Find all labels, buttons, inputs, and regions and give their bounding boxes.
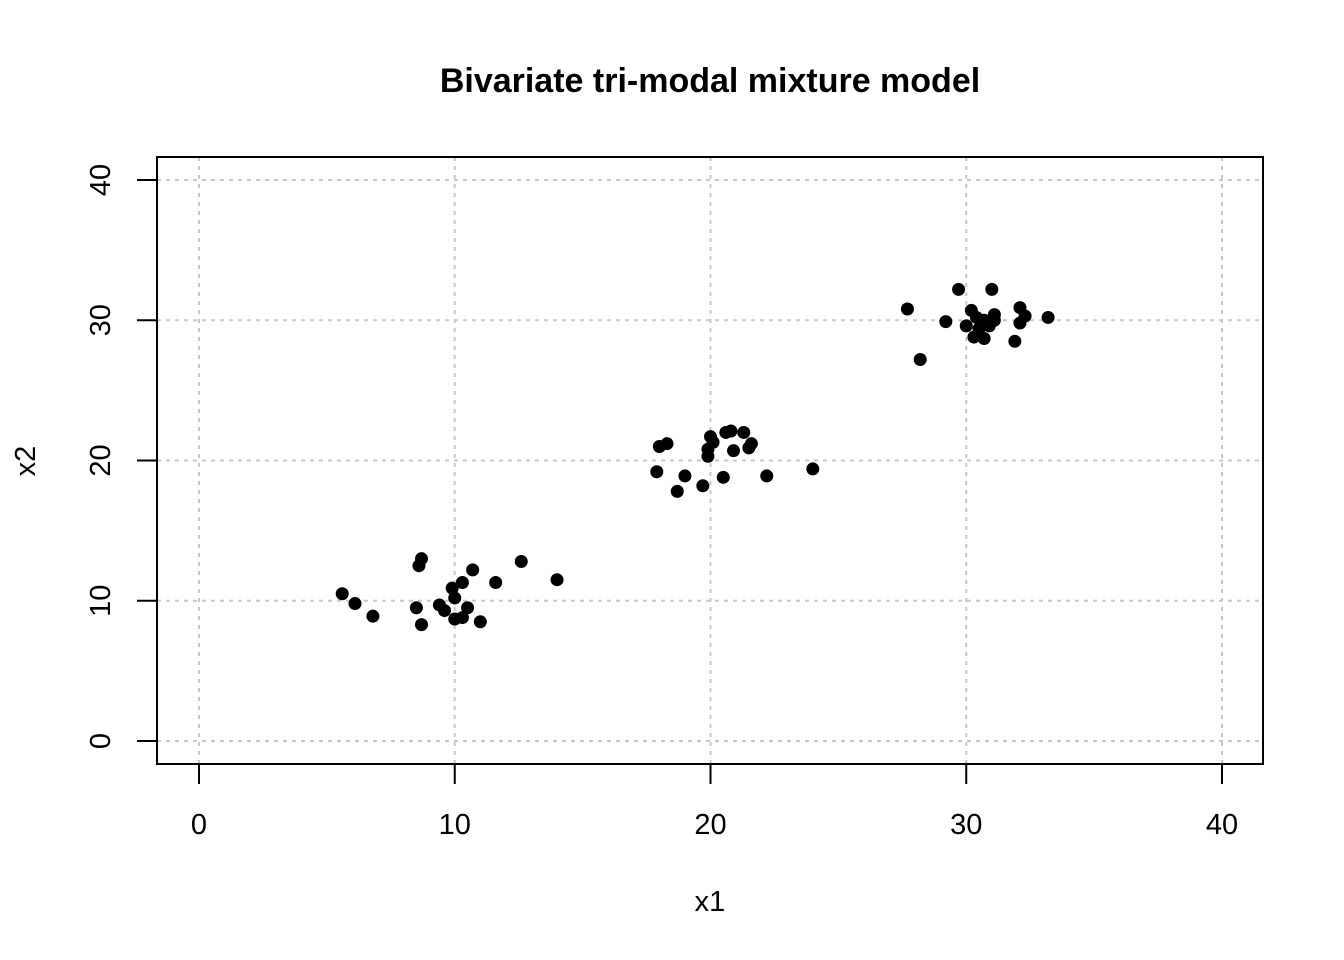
data-point-1-17 (760, 469, 774, 483)
data-point-0-13 (455, 576, 469, 590)
grid-lines (157, 157, 1263, 764)
data-point-0-12 (455, 611, 469, 625)
data-point-0-1 (348, 597, 362, 611)
y-tick-label-40: 40 (85, 164, 117, 196)
data-point-0-2 (366, 609, 380, 623)
y-tick-label-30: 30 (85, 304, 117, 336)
y-tick-label-10: 10 (85, 585, 117, 617)
data-points (335, 282, 1055, 632)
x-tick-label-20: 20 (694, 809, 726, 841)
data-point-1-18 (806, 462, 820, 476)
data-point-2-1 (913, 353, 927, 367)
data-point-2-3 (952, 282, 966, 296)
y-tick-label-0: 0 (85, 733, 117, 749)
data-point-2-12 (985, 282, 999, 296)
data-point-0-8 (438, 604, 452, 618)
data-point-1-3 (670, 484, 684, 498)
data-point-1-4 (678, 469, 692, 483)
data-point-0-9 (445, 581, 459, 595)
data-point-0-18 (514, 554, 528, 568)
data-point-2-15 (1008, 334, 1022, 348)
data-point-1-9 (706, 435, 720, 449)
y-tick-label-20: 20 (85, 444, 117, 476)
data-point-0-3 (409, 601, 423, 615)
data-point-2-0 (900, 302, 914, 316)
data-point-0-15 (466, 563, 480, 577)
data-point-1-14 (737, 425, 751, 439)
data-point-2-14 (987, 308, 1001, 322)
y-axis-label: x2 (10, 446, 42, 477)
data-point-0-0 (335, 587, 349, 601)
x-tick-label-30: 30 (950, 809, 982, 841)
data-point-0-16 (473, 615, 487, 629)
data-point-1-16 (744, 437, 758, 451)
x-tick-label-10: 10 (439, 809, 471, 841)
data-point-1-12 (724, 424, 738, 438)
x-axis-label: x1 (695, 886, 726, 918)
data-point-2-19 (1041, 310, 1055, 324)
data-point-2-18 (1018, 309, 1032, 323)
data-point-0-14 (461, 601, 475, 615)
data-point-0-6 (415, 618, 429, 632)
chart-title: Bivariate tri-modal mixture model (440, 62, 980, 100)
data-point-1-10 (716, 470, 730, 484)
data-point-0-17 (489, 576, 503, 590)
data-point-1-2 (660, 437, 674, 451)
y-axis: 0 10 20 30 40 (85, 164, 158, 749)
data-point-0-11 (448, 591, 462, 605)
data-point-2-4 (959, 319, 973, 333)
data-point-1-13 (727, 444, 741, 458)
data-point-2-2 (939, 315, 953, 329)
data-point-1-0 (650, 465, 664, 479)
x-axis: 0 10 20 30 40 (191, 763, 1238, 841)
data-point-1-5 (696, 479, 710, 493)
data-point-2-9 (977, 331, 991, 345)
data-point-0-19 (550, 573, 564, 587)
x-tick-label-40: 40 (1206, 809, 1238, 841)
x-tick-label-0: 0 (191, 809, 207, 841)
data-point-0-5 (415, 552, 429, 566)
